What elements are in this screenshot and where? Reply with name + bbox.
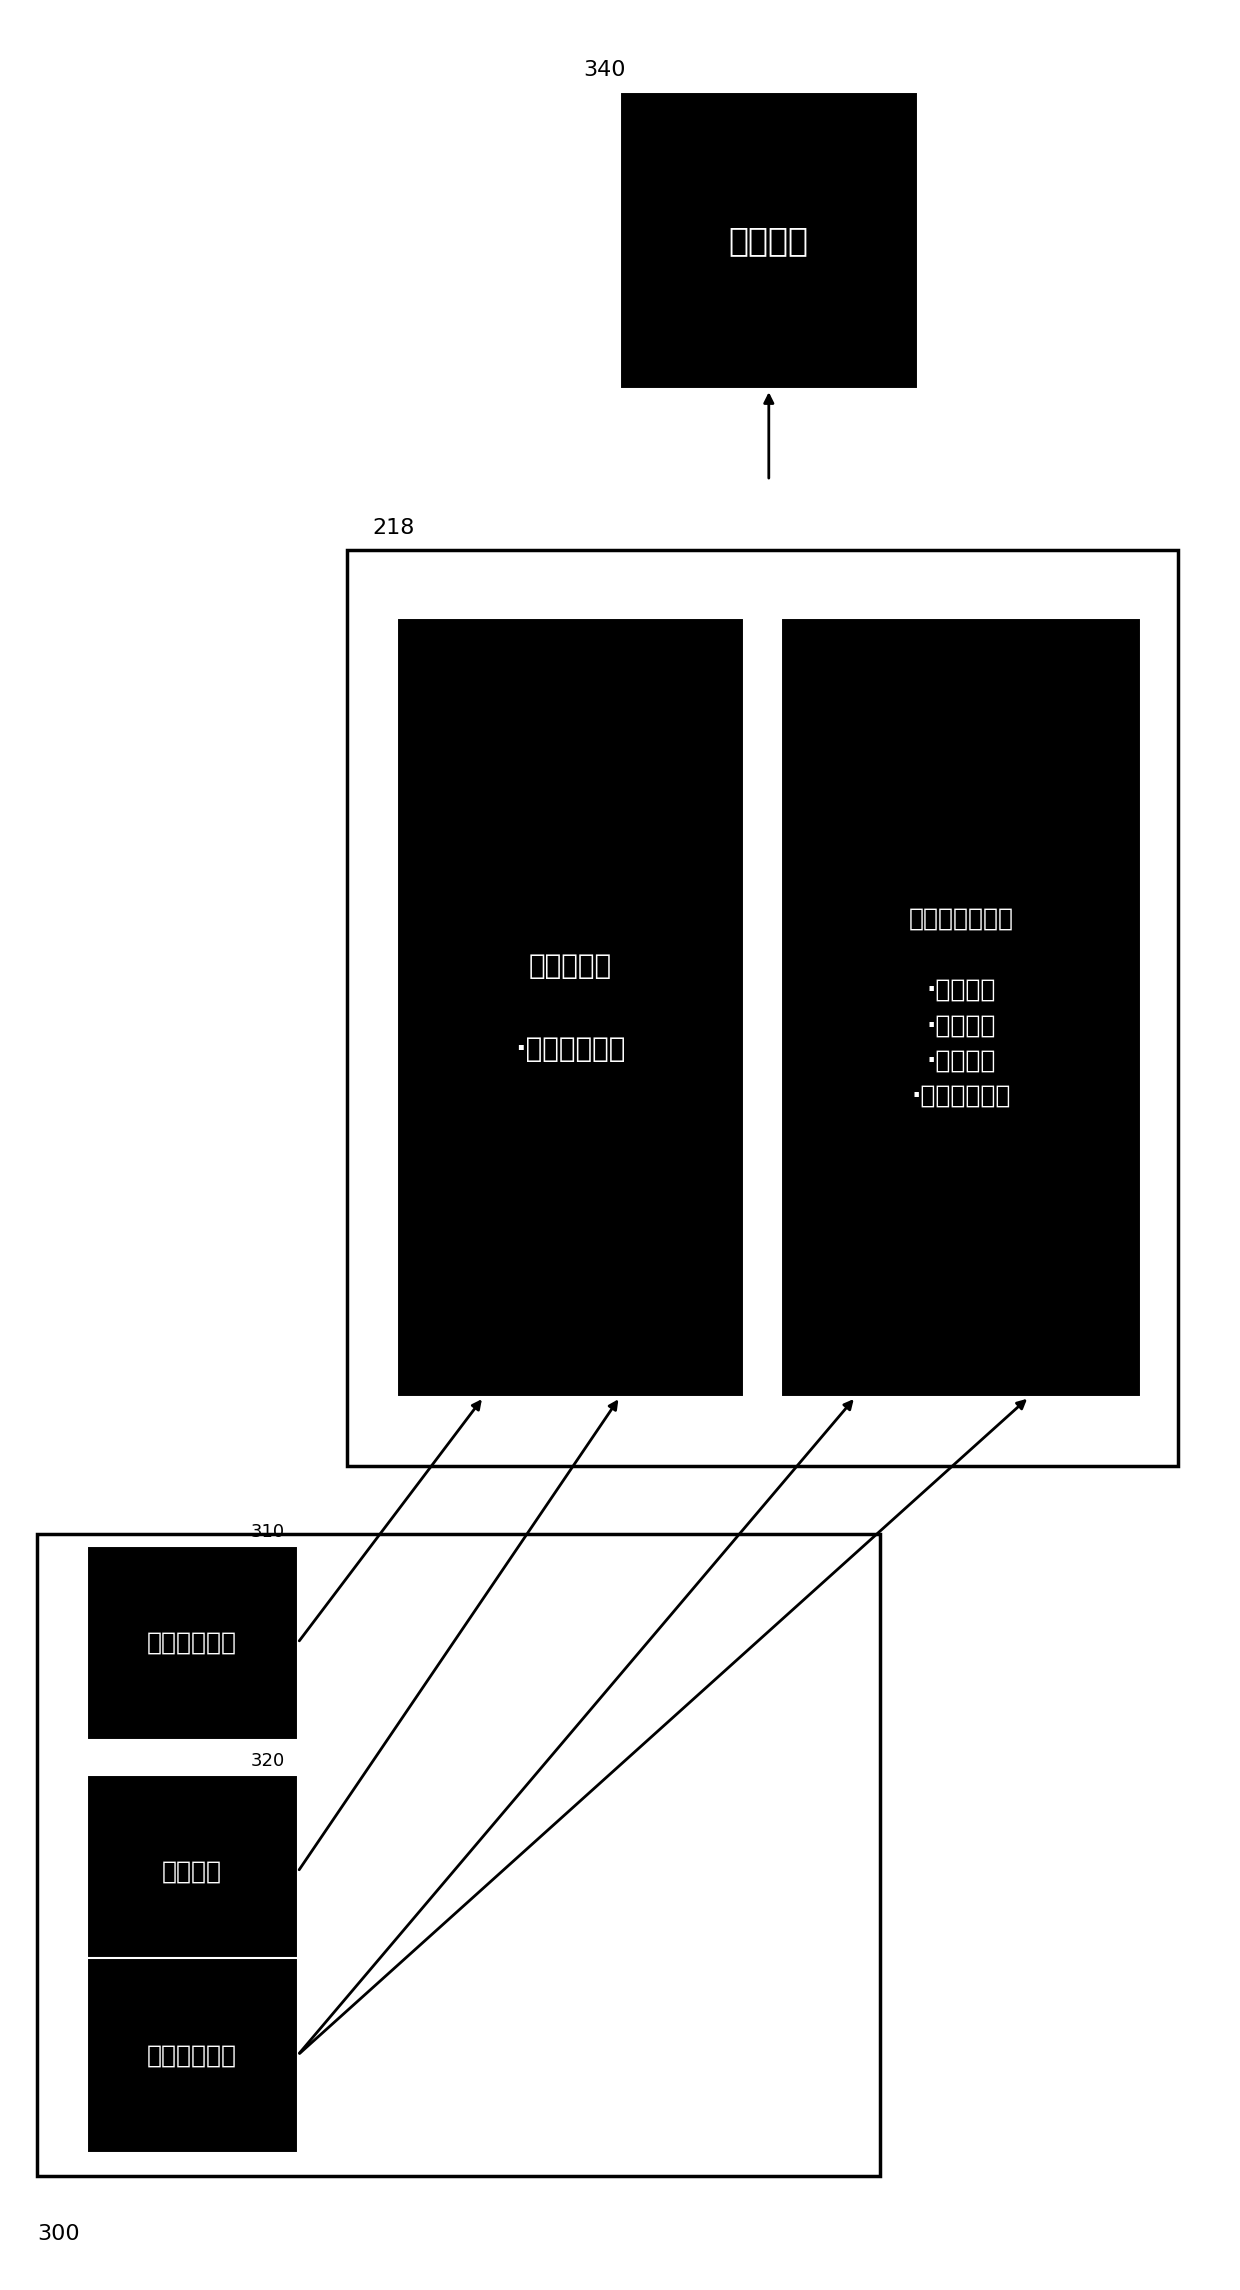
Text: 递送系统特性: 递送系统特性 bbox=[148, 2043, 237, 2068]
Text: 变化的自由度：
 
·射束能量
·光斑位置
·光斑强度
·光斑横向扩展: 变化的自由度： ·射束能量 ·光斑位置 ·光斑强度 ·光斑横向扩展 bbox=[909, 907, 1013, 1108]
Text: 患者解剖结构: 患者解剖结构 bbox=[148, 1630, 237, 1656]
Text: 300: 300 bbox=[37, 2224, 79, 2244]
FancyBboxPatch shape bbox=[347, 550, 1178, 1466]
FancyBboxPatch shape bbox=[87, 1546, 298, 1740]
Text: 330: 330 bbox=[250, 1935, 285, 1953]
FancyBboxPatch shape bbox=[620, 92, 918, 389]
Text: 优化目标：
 
·剂量测定准则: 优化目标： ·剂量测定准则 bbox=[515, 953, 626, 1063]
Text: 320: 320 bbox=[250, 1752, 285, 1770]
FancyBboxPatch shape bbox=[37, 1534, 880, 2176]
FancyBboxPatch shape bbox=[781, 618, 1141, 1397]
Text: 340: 340 bbox=[583, 60, 625, 80]
Text: 218: 218 bbox=[372, 518, 414, 538]
Text: 临床目标: 临床目标 bbox=[162, 1859, 222, 1885]
FancyBboxPatch shape bbox=[87, 1775, 298, 1969]
FancyBboxPatch shape bbox=[397, 618, 744, 1397]
FancyBboxPatch shape bbox=[87, 1958, 298, 2153]
Text: 治疗规划: 治疗规划 bbox=[729, 224, 808, 256]
Text: 310: 310 bbox=[250, 1523, 285, 1541]
